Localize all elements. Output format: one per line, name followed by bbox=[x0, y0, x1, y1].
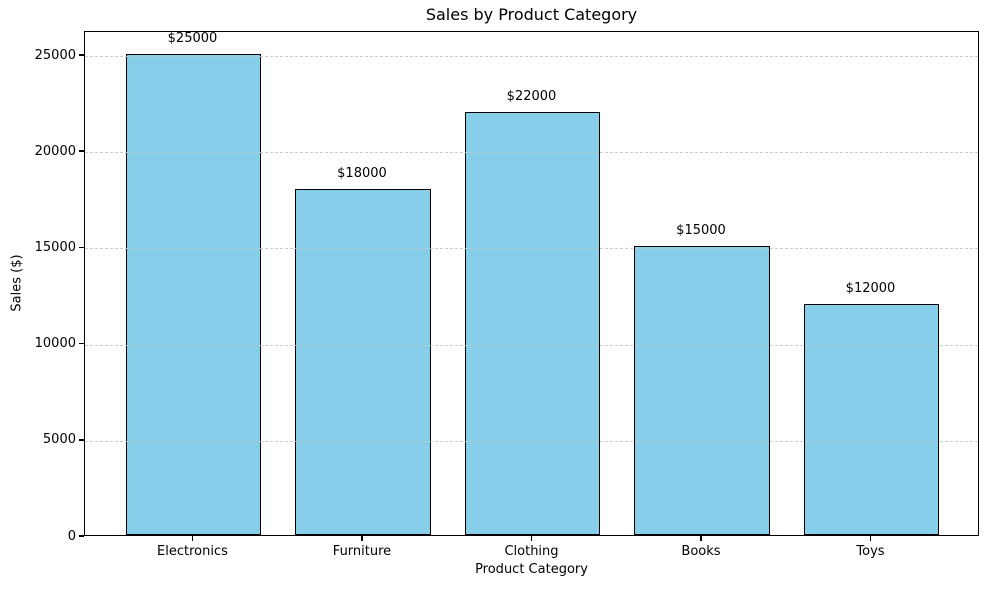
bar-electronics bbox=[125, 54, 262, 535]
x-tick-mark bbox=[361, 536, 363, 541]
y-tick-mark bbox=[79, 342, 84, 345]
bar-value-label: $15000 bbox=[676, 223, 726, 239]
x-axis-label: Product Category bbox=[475, 562, 588, 577]
bar-books bbox=[634, 246, 770, 535]
y-tick-label: 10000 bbox=[34, 336, 76, 352]
bar-clothing bbox=[464, 111, 601, 535]
bar-value-label: $18000 bbox=[337, 165, 387, 181]
bars-layer bbox=[85, 32, 978, 535]
y-axis-label: Sales ($) bbox=[9, 254, 25, 312]
y-tick-mark bbox=[79, 535, 84, 537]
y-tick-label: 20000 bbox=[34, 143, 76, 159]
x-tick-mark bbox=[530, 536, 533, 541]
y-tick-label: 15000 bbox=[34, 239, 76, 255]
plot-area bbox=[84, 31, 979, 536]
x-tick-label: Books bbox=[681, 544, 721, 559]
x-tick-label: Electronics bbox=[157, 544, 228, 559]
x-tick-mark bbox=[700, 536, 702, 541]
x-tick-mark bbox=[191, 536, 194, 541]
bar-value-label: $25000 bbox=[167, 31, 218, 47]
chart-title: Sales by Product Category bbox=[425, 5, 638, 24]
bar-toys bbox=[803, 304, 940, 535]
y-tick-mark bbox=[79, 246, 84, 249]
bar-value-label: $22000 bbox=[506, 88, 557, 104]
bar-furniture bbox=[295, 188, 431, 535]
y-tick-label: 5000 bbox=[42, 432, 76, 448]
y-tick-label: 25000 bbox=[34, 47, 76, 63]
x-tick-mark bbox=[869, 536, 872, 541]
x-tick-label: Furniture bbox=[332, 544, 392, 559]
x-tick-label: Clothing bbox=[504, 544, 559, 559]
x-tick-label: Toys bbox=[856, 544, 885, 559]
y-tick-mark bbox=[79, 439, 84, 441]
bar-value-label: $12000 bbox=[845, 281, 896, 297]
y-tick-label: 0 bbox=[67, 528, 76, 544]
y-tick-mark bbox=[79, 54, 84, 56]
y-tick-mark bbox=[79, 150, 84, 152]
